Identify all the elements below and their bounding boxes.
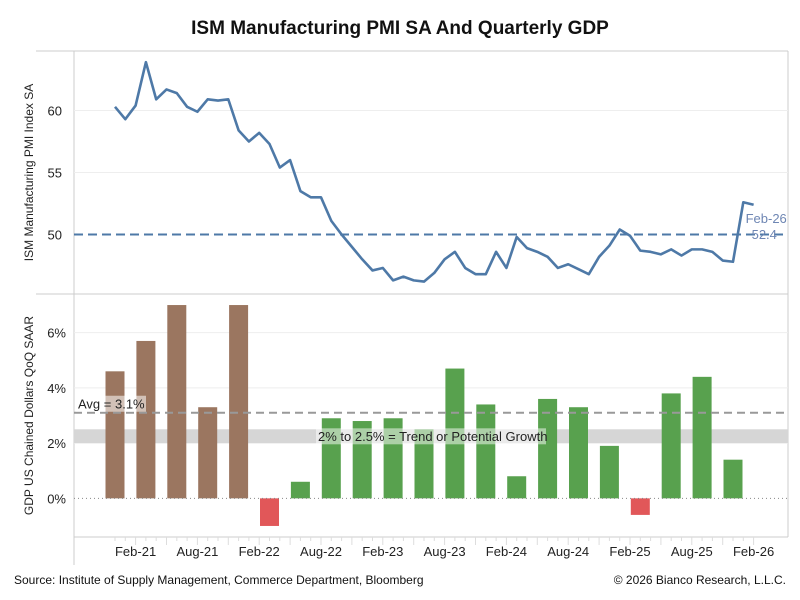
gdp-bar-Q2-24 bbox=[538, 398, 558, 499]
y-tick-label: 6% bbox=[47, 326, 66, 341]
avg-label: Avg = 3.1% bbox=[78, 397, 145, 412]
end-label-date: Feb-26 bbox=[746, 211, 787, 226]
gdp-bar-Q3-24 bbox=[569, 407, 588, 499]
x-tick-label: Feb-23 bbox=[362, 544, 403, 559]
gdp-bar-Q4-24 bbox=[599, 445, 619, 499]
gdp-bar-Q2-22 bbox=[290, 481, 310, 499]
gdp-bar-Q3-25 bbox=[692, 376, 712, 499]
avg-label-bg bbox=[76, 395, 146, 412]
y-tick-label: 4% bbox=[47, 381, 66, 396]
x-tick-label: Feb-21 bbox=[115, 544, 156, 559]
gdp-bar-Q2-23 bbox=[414, 429, 434, 499]
x-tick-label: Feb-25 bbox=[609, 544, 650, 559]
gdp-bar-Q2-25 bbox=[661, 393, 681, 499]
chart-title: ISM Manufacturing PMI SA And Quarterly G… bbox=[191, 18, 609, 39]
gdp-bar-Q2-21 bbox=[167, 305, 187, 499]
x-tick-label: Feb-24 bbox=[486, 544, 527, 559]
x-tick-label: Aug-22 bbox=[300, 544, 342, 559]
gdp-bar-Q1-21 bbox=[136, 340, 156, 499]
band-label-bg bbox=[316, 428, 546, 445]
x-tick-label: Feb-22 bbox=[239, 544, 280, 559]
end-label-value: 52.4 bbox=[752, 227, 777, 242]
gdp-bar-Q4-21 bbox=[229, 305, 249, 499]
gdp-bar-Q1-24 bbox=[507, 476, 527, 499]
gdp-bar-Q3-21 bbox=[198, 407, 218, 499]
band-label: 2% to 2.5% = Trend or Potential Growth bbox=[318, 429, 547, 444]
y-tick-label: 55 bbox=[48, 166, 62, 181]
x-tick-label: Aug-21 bbox=[176, 544, 218, 559]
x-tick-label: Aug-25 bbox=[671, 544, 713, 559]
source-note: Source: Institute of Supply Management, … bbox=[14, 573, 424, 587]
y-tick-label: 2% bbox=[47, 436, 66, 451]
gdp-bar-Q4-25 bbox=[723, 459, 743, 499]
copyright-note: © 2026 Bianco Research, L.L.C. bbox=[613, 573, 786, 587]
x-tick-label: Aug-23 bbox=[424, 544, 466, 559]
pmi-series-line bbox=[114, 60, 754, 283]
y-axis-title-pmi: ISM Manufacturing PMI Index SA bbox=[22, 84, 36, 261]
y-tick-label: 0% bbox=[47, 491, 66, 506]
x-tick-label: Feb-26 bbox=[733, 544, 774, 559]
gdp-bar-Q4-23 bbox=[476, 404, 496, 499]
gdp-bar-Q1-25 bbox=[630, 498, 650, 515]
x-tick-label: Aug-24 bbox=[547, 544, 589, 559]
gdp-bar-Q1-22 bbox=[260, 498, 279, 526]
gdp-bar-Q4-20 bbox=[105, 371, 125, 499]
y-tick-label: 60 bbox=[48, 104, 62, 119]
y-axis-title-gdp: GDP US Chained Dollars QoQ SAAR bbox=[22, 316, 36, 516]
y-tick-label: 50 bbox=[48, 227, 62, 242]
